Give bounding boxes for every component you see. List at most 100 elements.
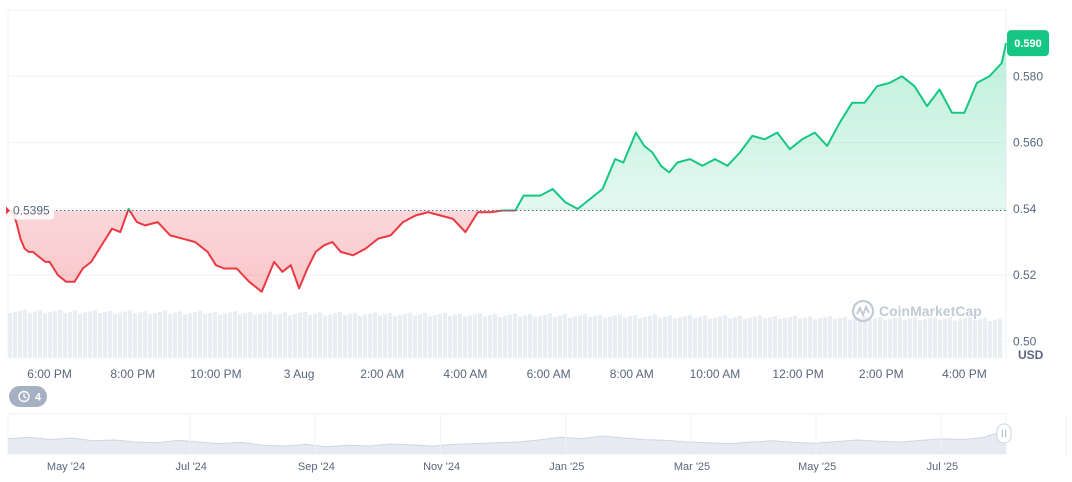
volume-bar [658, 317, 663, 358]
history-icon-circle [18, 390, 30, 403]
volume-bar [838, 317, 843, 358]
navigator-handle[interactable] [996, 423, 1012, 444]
volume-bar [493, 313, 498, 358]
volume-bar [738, 315, 743, 358]
volume-bar [113, 313, 118, 358]
volume-bar [663, 316, 668, 358]
volume-bar [598, 314, 603, 358]
volume-bar [858, 317, 863, 358]
line-layer [7, 42, 1007, 293]
volume-bar [403, 313, 408, 358]
volume-bar [338, 312, 343, 358]
x-tick-label: 10:00 PM [190, 367, 241, 381]
volume-bar [998, 318, 1003, 358]
baseline-label: 0.5395 [6, 201, 54, 220]
volume-bar [673, 318, 678, 358]
y-axis: 0.50 0.52 0.54 0.560 0.580 [1013, 69, 1043, 348]
volume-bar [683, 316, 688, 358]
volume-bar [178, 311, 183, 358]
volume-bar [943, 318, 948, 358]
x-tick-label: 8:00 PM [110, 367, 155, 381]
volume-bar [308, 314, 313, 358]
volume-bar [623, 317, 628, 358]
volume-bar [258, 313, 263, 358]
volume-bar [378, 315, 383, 358]
volume-bar [458, 313, 463, 358]
navigator-area [8, 430, 1006, 454]
volume-bar [278, 313, 283, 358]
history-badge-count: 4 [35, 392, 42, 404]
x-tick-label: 8:00 AM [610, 367, 654, 381]
volume-bar [928, 317, 933, 358]
volume-bar [213, 311, 218, 358]
volume-bar [268, 311, 273, 358]
volume-bar [513, 313, 518, 358]
volume-bar [778, 319, 783, 358]
volume-bar [843, 316, 848, 358]
volume-bar [103, 311, 108, 358]
volume-bar [618, 314, 623, 358]
price-line-up [7, 42, 1007, 211]
volume-bar [218, 314, 223, 358]
volume-bar [753, 316, 758, 358]
volume-bar [888, 318, 893, 358]
volume-bar [153, 312, 158, 358]
volume-bar [653, 314, 658, 358]
volume-bar [793, 315, 798, 358]
volume-bar [98, 313, 103, 358]
volume-bar [433, 315, 438, 358]
x-tick-label: 6:00 AM [527, 367, 571, 381]
volume-bar [128, 310, 133, 358]
volume-bar [158, 311, 163, 358]
x-axis: 6:00 PM 8:00 PM 10:00 PM 3 Aug 2:00 AM 4:00 A… [27, 367, 987, 381]
history-badge-bg[interactable] [9, 386, 47, 407]
volume-bar [808, 316, 813, 358]
volume-bar [53, 310, 58, 358]
volume-bar [78, 313, 83, 358]
volume-bar [748, 317, 753, 358]
volume-bar [563, 314, 568, 358]
navigator-tick-label: Jul '24 [175, 461, 206, 473]
baseline-label-text: 0.5395 [13, 204, 50, 218]
volume-bar [388, 313, 393, 358]
volume-bar [283, 312, 288, 358]
volume-bar [243, 313, 248, 358]
volume-bar [303, 311, 308, 358]
volume-bar [373, 312, 378, 358]
volume-bar [813, 319, 818, 358]
volume-bar [608, 316, 613, 358]
history-badge[interactable]: 4 [9, 386, 47, 407]
baseline-marker-icon [6, 206, 10, 215]
volume-bar [978, 318, 983, 358]
volume-bar [383, 314, 388, 358]
volume-bar [733, 317, 738, 358]
x-tick-label: 4:00 PM [942, 367, 987, 381]
volume-bar [528, 314, 533, 358]
volume-bar [698, 316, 703, 358]
volume-bar [168, 313, 173, 358]
y-tick-label: 0.54 [1013, 202, 1037, 216]
volume-bar [323, 315, 328, 358]
volume-bar [228, 312, 233, 358]
volume-bar [603, 317, 608, 358]
volume-bar [638, 318, 643, 358]
range-navigator[interactable] [7, 413, 1007, 455]
volume-bar [423, 313, 428, 358]
volume-bar [313, 313, 318, 358]
volume-bar [988, 320, 993, 358]
volume-bar [968, 317, 973, 358]
volume-bar [893, 317, 898, 358]
volume-bar [43, 313, 48, 358]
volume-bar [833, 319, 838, 358]
volume-bar [483, 316, 488, 358]
volume-bar [163, 310, 168, 358]
volume-bar [448, 315, 453, 358]
navigator-handle-knob[interactable] [996, 423, 1012, 444]
volume-bar [248, 311, 253, 358]
volume-bar [848, 319, 853, 358]
volume-bar [133, 313, 138, 358]
currency-label: USD [1018, 348, 1044, 362]
x-tick-label: 2:00 AM [360, 367, 404, 381]
area-fill-above [8, 43, 1006, 211]
